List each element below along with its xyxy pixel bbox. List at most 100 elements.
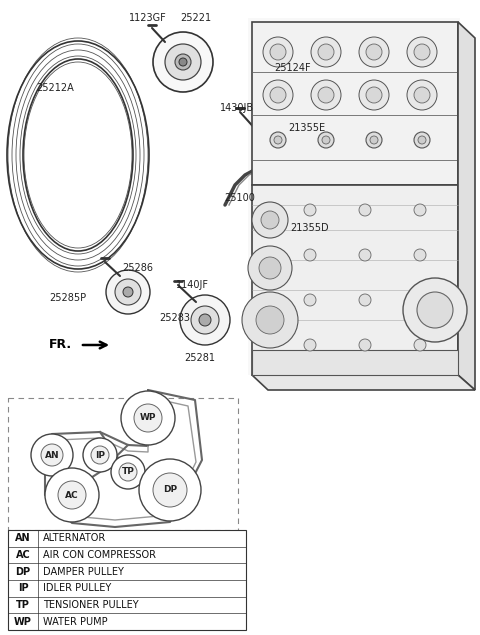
Circle shape bbox=[270, 87, 286, 103]
Circle shape bbox=[311, 37, 341, 67]
Text: DP: DP bbox=[163, 486, 177, 495]
Text: 1123GF: 1123GF bbox=[129, 13, 167, 23]
Text: WATER PUMP: WATER PUMP bbox=[43, 617, 108, 627]
Circle shape bbox=[304, 339, 316, 351]
Polygon shape bbox=[252, 375, 475, 390]
Text: WP: WP bbox=[140, 413, 156, 422]
Circle shape bbox=[165, 44, 201, 80]
Circle shape bbox=[139, 459, 201, 521]
Circle shape bbox=[322, 136, 330, 144]
Circle shape bbox=[407, 80, 437, 110]
Circle shape bbox=[318, 44, 334, 60]
Circle shape bbox=[359, 339, 371, 351]
Circle shape bbox=[272, 152, 284, 164]
Text: 25283: 25283 bbox=[159, 313, 191, 323]
Circle shape bbox=[304, 294, 316, 306]
Text: 21355D: 21355D bbox=[291, 223, 329, 233]
Text: TP: TP bbox=[16, 600, 30, 610]
Circle shape bbox=[91, 446, 109, 464]
Circle shape bbox=[115, 279, 141, 305]
Text: 25100: 25100 bbox=[225, 193, 255, 203]
Circle shape bbox=[370, 136, 378, 144]
Bar bbox=[8, 530, 246, 630]
Circle shape bbox=[318, 132, 334, 148]
Text: 21355E: 21355E bbox=[288, 123, 325, 133]
Bar bbox=[8, 398, 238, 530]
Circle shape bbox=[180, 295, 230, 345]
Circle shape bbox=[119, 463, 137, 481]
Text: 25286: 25286 bbox=[122, 263, 154, 273]
Polygon shape bbox=[252, 350, 458, 375]
Circle shape bbox=[41, 444, 63, 466]
Text: AN: AN bbox=[45, 450, 60, 460]
Circle shape bbox=[403, 278, 467, 342]
Circle shape bbox=[31, 434, 73, 476]
Text: IDLER PULLEY: IDLER PULLEY bbox=[43, 584, 111, 593]
Circle shape bbox=[263, 80, 293, 110]
Circle shape bbox=[261, 211, 279, 229]
Polygon shape bbox=[252, 22, 458, 185]
Circle shape bbox=[153, 32, 213, 92]
Circle shape bbox=[414, 339, 426, 351]
Text: 25285P: 25285P bbox=[49, 293, 86, 303]
Text: ALTERNATOR: ALTERNATOR bbox=[43, 533, 106, 544]
Circle shape bbox=[359, 80, 389, 110]
Circle shape bbox=[248, 246, 292, 290]
Circle shape bbox=[153, 473, 187, 507]
Text: IP: IP bbox=[18, 584, 28, 593]
Text: 1430JB: 1430JB bbox=[220, 103, 254, 113]
Circle shape bbox=[304, 204, 316, 216]
Circle shape bbox=[274, 136, 282, 144]
Text: 1140JF: 1140JF bbox=[176, 280, 208, 290]
Circle shape bbox=[359, 294, 371, 306]
Polygon shape bbox=[258, 128, 308, 182]
Circle shape bbox=[179, 58, 187, 66]
Text: AC: AC bbox=[16, 550, 30, 560]
Circle shape bbox=[414, 204, 426, 216]
Polygon shape bbox=[252, 185, 458, 375]
Circle shape bbox=[359, 37, 389, 67]
Text: AIR CON COMPRESSOR: AIR CON COMPRESSOR bbox=[43, 550, 156, 560]
Text: FR.: FR. bbox=[49, 338, 72, 352]
Circle shape bbox=[359, 204, 371, 216]
Circle shape bbox=[199, 314, 211, 326]
Circle shape bbox=[45, 468, 99, 522]
Circle shape bbox=[414, 294, 426, 306]
Circle shape bbox=[252, 202, 288, 238]
Text: 25281: 25281 bbox=[184, 353, 216, 363]
Text: AN: AN bbox=[15, 533, 31, 544]
Circle shape bbox=[270, 132, 286, 148]
Circle shape bbox=[83, 438, 117, 472]
FancyBboxPatch shape bbox=[248, 18, 460, 375]
Text: 25124F: 25124F bbox=[275, 63, 312, 73]
Circle shape bbox=[366, 44, 382, 60]
Circle shape bbox=[418, 136, 426, 144]
Circle shape bbox=[121, 391, 175, 445]
Text: DP: DP bbox=[15, 566, 31, 577]
Circle shape bbox=[359, 249, 371, 261]
Text: 25221: 25221 bbox=[180, 13, 212, 23]
Circle shape bbox=[417, 292, 453, 328]
Circle shape bbox=[106, 270, 150, 314]
Circle shape bbox=[242, 292, 298, 348]
Circle shape bbox=[175, 54, 191, 70]
Circle shape bbox=[111, 455, 145, 489]
Text: WP: WP bbox=[14, 617, 32, 627]
Circle shape bbox=[366, 87, 382, 103]
Text: IP: IP bbox=[95, 450, 105, 460]
Text: TP: TP bbox=[121, 467, 134, 476]
Circle shape bbox=[264, 144, 292, 172]
Circle shape bbox=[407, 37, 437, 67]
Circle shape bbox=[134, 404, 162, 432]
Circle shape bbox=[263, 37, 293, 67]
Circle shape bbox=[191, 306, 219, 334]
Circle shape bbox=[256, 306, 284, 334]
Text: 25212A: 25212A bbox=[36, 83, 74, 93]
Circle shape bbox=[286, 83, 304, 101]
Circle shape bbox=[58, 481, 86, 509]
Circle shape bbox=[123, 287, 133, 297]
Circle shape bbox=[414, 44, 430, 60]
Circle shape bbox=[318, 87, 334, 103]
Circle shape bbox=[311, 80, 341, 110]
Circle shape bbox=[414, 87, 430, 103]
